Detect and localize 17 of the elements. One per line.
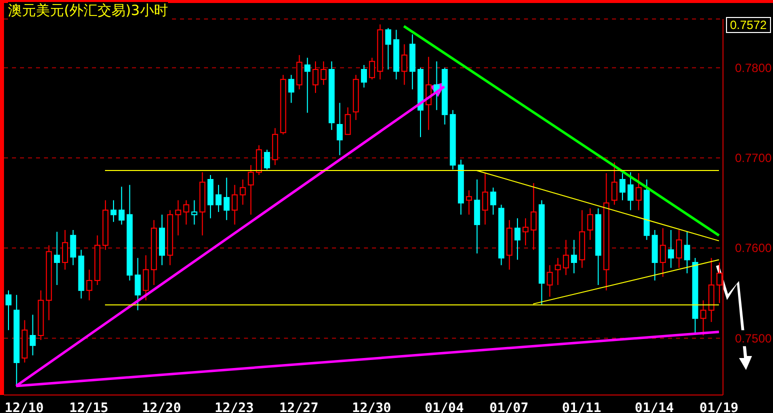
chart-title: 澳元美元(外汇交易)3小时 [8, 2, 168, 20]
x-tick-label: 12/30 [352, 401, 392, 413]
y-tick-label: 0.7500 [735, 331, 772, 346]
x-tick-label: 01/11 [562, 401, 602, 413]
y-tick-label: 0.7600 [735, 241, 772, 256]
x-tick-label: 01/07 [489, 401, 528, 413]
y-tick-label: 0.7800 [735, 60, 772, 75]
x-tick-label: 01/04 [424, 401, 464, 413]
x-tick-label: 12/20 [142, 401, 182, 413]
y-tick-label: 0.7700 [735, 151, 772, 166]
x-tick-label: 12/27 [279, 401, 318, 413]
x-tick-label: 01/14 [634, 401, 674, 413]
x-tick-label: 12/10 [4, 401, 44, 413]
x-tick-label: 12/23 [214, 401, 254, 413]
x-tick-label: 01/19 [699, 401, 739, 413]
text: 0.7572 [726, 17, 771, 33]
x-tick-label: 12/15 [69, 401, 108, 413]
